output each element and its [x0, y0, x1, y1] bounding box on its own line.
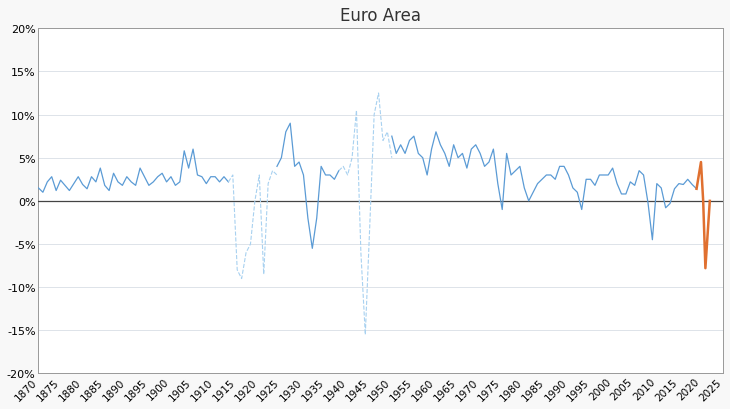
- Title: Euro Area: Euro Area: [340, 7, 421, 25]
